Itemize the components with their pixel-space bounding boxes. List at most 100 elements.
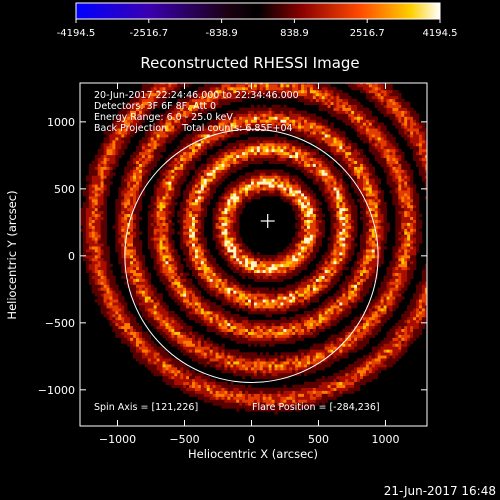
heatmap-cell bbox=[242, 151, 246, 156]
heatmap-cell bbox=[227, 399, 231, 403]
heatmap-cell bbox=[200, 396, 205, 400]
heatmap-cell bbox=[171, 361, 175, 365]
heatmap-cell bbox=[159, 122, 163, 126]
heatmap-cell bbox=[212, 122, 216, 126]
heatmap-cell bbox=[277, 269, 281, 274]
heatmap-cell bbox=[180, 278, 184, 282]
heatmap-cell bbox=[197, 269, 202, 274]
heatmap-cell bbox=[156, 367, 160, 371]
heatmap-cell bbox=[159, 134, 163, 138]
heatmap-cell bbox=[233, 260, 237, 265]
heatmap-cell bbox=[133, 355, 137, 359]
heatmap-cell bbox=[174, 313, 178, 318]
heatmap-cell bbox=[174, 266, 178, 271]
heatmap-cell bbox=[242, 287, 246, 291]
heatmap-cell bbox=[162, 128, 166, 132]
heatmap-cell bbox=[200, 296, 205, 300]
heatmap-cell bbox=[227, 190, 231, 194]
heatmap-cell bbox=[277, 369, 281, 374]
heatmap-cell bbox=[88, 163, 93, 167]
heatmap-cell bbox=[227, 225, 231, 229]
heatmap-cell bbox=[206, 187, 210, 191]
heatmap-cell bbox=[147, 87, 152, 91]
heatmap-cell bbox=[271, 296, 275, 300]
heatmap-cell bbox=[253, 92, 258, 97]
heatmap-cell bbox=[165, 83, 169, 85]
heatmap-cell bbox=[106, 187, 110, 191]
heatmap-cell bbox=[256, 296, 261, 300]
heatmap-cell bbox=[274, 372, 278, 377]
heatmap-cell bbox=[221, 402, 225, 406]
heatmap-cell bbox=[100, 151, 104, 156]
heatmap-cell bbox=[144, 178, 149, 182]
heatmap-cell bbox=[192, 187, 196, 191]
heatmap-cell bbox=[189, 219, 193, 223]
heatmap-cell bbox=[203, 381, 208, 386]
heatmap-cell bbox=[138, 255, 143, 259]
heatmap-cell bbox=[233, 201, 237, 206]
heatmap-cell bbox=[230, 210, 234, 215]
heatmap-cell bbox=[224, 222, 228, 226]
heatmap-cell bbox=[106, 193, 110, 197]
heatmap-cell bbox=[94, 263, 98, 268]
heatmap-cell bbox=[280, 325, 284, 330]
heatmap-cell bbox=[171, 266, 175, 271]
heatmap-cell bbox=[180, 204, 184, 209]
heatmap-cell bbox=[156, 190, 160, 194]
heatmap-cell bbox=[230, 337, 234, 341]
heatmap-cell bbox=[239, 369, 243, 374]
heatmap-cell bbox=[121, 140, 125, 144]
heatmap-cell bbox=[271, 84, 275, 88]
heatmap-cell bbox=[141, 278, 146, 282]
heatmap-cell bbox=[136, 116, 140, 120]
heatmap-cell bbox=[124, 143, 128, 147]
heatmap-cell bbox=[239, 384, 243, 388]
heatmap-cell bbox=[147, 163, 152, 167]
heatmap-cell bbox=[91, 172, 96, 176]
heatmap-cell bbox=[88, 181, 93, 185]
heatmap-cell bbox=[212, 101, 216, 106]
heatmap-cell bbox=[153, 367, 157, 371]
heatmap-cell bbox=[168, 234, 172, 238]
heatmap-cell bbox=[224, 213, 228, 218]
heatmap-cell bbox=[227, 334, 231, 338]
heatmap-cell bbox=[133, 246, 137, 250]
heatmap-cell bbox=[162, 316, 166, 321]
heatmap-cell bbox=[171, 134, 175, 138]
heatmap-cell bbox=[200, 210, 205, 215]
heatmap-cell bbox=[268, 331, 272, 335]
heatmap-cell bbox=[209, 163, 213, 167]
heatmap-cell bbox=[177, 275, 181, 279]
heatmap-cell bbox=[168, 266, 172, 271]
heatmap-cell bbox=[118, 331, 122, 335]
heatmap-cell bbox=[262, 358, 266, 362]
heatmap-cell bbox=[136, 166, 140, 170]
heatmap-cell bbox=[121, 328, 125, 332]
heatmap-cell bbox=[97, 231, 101, 235]
heatmap-cell bbox=[212, 222, 216, 226]
heatmap-cell bbox=[127, 322, 131, 327]
heatmap-cell bbox=[245, 316, 249, 321]
heatmap-cell bbox=[203, 140, 208, 144]
heatmap-cell bbox=[118, 110, 122, 114]
heatmap-cell bbox=[103, 231, 107, 235]
heatmap-cell bbox=[268, 92, 272, 97]
heatmap-cell bbox=[197, 134, 202, 138]
heatmap-cell bbox=[168, 169, 172, 173]
heatmap-cell bbox=[200, 101, 205, 106]
heatmap-cell bbox=[206, 255, 210, 259]
heatmap-cell bbox=[206, 145, 210, 150]
heatmap-cell bbox=[153, 207, 157, 212]
heatmap-cell bbox=[253, 308, 258, 312]
heatmap-cell bbox=[174, 160, 178, 164]
heatmap-cell bbox=[212, 361, 216, 365]
heatmap-cell bbox=[224, 396, 228, 400]
heatmap-cell bbox=[100, 299, 104, 303]
heatmap-cell bbox=[206, 140, 210, 144]
heatmap-cell bbox=[259, 299, 264, 303]
heatmap-cell bbox=[85, 199, 90, 203]
heatmap-cell bbox=[239, 246, 243, 250]
heatmap-cell bbox=[230, 134, 234, 138]
heatmap-cell bbox=[203, 148, 208, 153]
heatmap-cell bbox=[253, 181, 258, 185]
